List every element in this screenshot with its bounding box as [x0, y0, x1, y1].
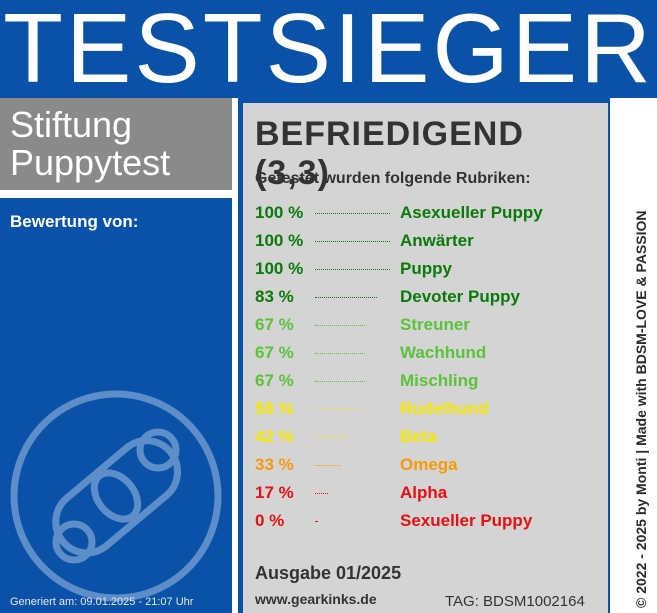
category-row: 100 % Puppy: [255, 255, 605, 283]
category-bar: [315, 297, 377, 298]
category-name: Wachhund: [400, 343, 487, 362]
brand-box: Stiftung Puppytest: [0, 98, 232, 190]
category-name: Sexueller Puppy: [400, 511, 533, 530]
category-percent: 17 %: [255, 483, 294, 502]
category-row: 17 % Alpha: [255, 479, 605, 507]
category-row: 42 % Beta: [255, 423, 605, 451]
category-percent: 100 %: [255, 231, 304, 250]
category-percent: 58 %: [255, 399, 294, 418]
category-row: 67 % Mischling: [255, 367, 605, 395]
brand-line-2: Puppytest: [10, 142, 171, 183]
category-percent: 100 %: [255, 259, 304, 278]
category-bar: [315, 269, 390, 270]
category-row: 0 % Sexueller Puppy: [255, 507, 605, 535]
rating-label: Bewertung von:: [10, 212, 139, 231]
category-row: 67 % Streuner: [255, 311, 605, 339]
category-percent: 67 %: [255, 315, 294, 334]
category-row: 83 % Devoter Puppy: [255, 283, 605, 311]
category-percent: 67 %: [255, 343, 294, 362]
tag-label: TAG: BDSM1002164: [445, 593, 585, 610]
result-title: BEFRIEDIGEND (3,3): [255, 115, 524, 192]
category-name: Asexueller Puppy: [400, 203, 543, 222]
category-bar: [315, 213, 390, 214]
issue-label: Ausgabe 01/2025: [255, 563, 402, 583]
category-name: Streuner: [400, 315, 470, 334]
category-row: 100 % Anwärter: [255, 227, 605, 255]
header-title: TESTSIEGER: [3, 0, 654, 103]
category-row: 100 % Asexueller Puppy: [255, 199, 605, 227]
side-strip: © 2022 - 2025 by Monti | Made with BDSM-…: [610, 98, 657, 613]
category-bar: [315, 493, 328, 494]
generated-date: Generiert am: 09.01.2025 - 21:07 Uhr: [10, 596, 194, 608]
category-bar: [315, 353, 365, 354]
subtitle: Getestet wurden folgende Rubriken:: [255, 170, 531, 187]
rating-panel: Bewertung von:: [0, 198, 232, 613]
category-percent: 42 %: [255, 427, 294, 446]
category-bar: [315, 521, 317, 522]
category-bar: [315, 325, 365, 326]
copyright-text: © 2022 - 2025 by Monti | Made with BDSM-…: [633, 210, 649, 609]
category-row: 67 % Wachhund: [255, 339, 605, 367]
category-bar: [315, 409, 359, 410]
category-percent: 33 %: [255, 455, 294, 474]
category-percent: 67 %: [255, 371, 294, 390]
category-name: Rudelhund: [400, 399, 489, 418]
result-panel: BEFRIEDIGEND (3,3) Getestet wurden folge…: [243, 103, 608, 613]
category-bar: [315, 437, 347, 438]
website-link[interactable]: www.gearkinks.de: [255, 591, 377, 607]
category-name: Alpha: [400, 483, 448, 502]
category-percent: 100 %: [255, 203, 304, 222]
category-list: 100 % Asexueller Puppy 100 % Anwärter 100 % P…: [255, 199, 605, 535]
category-bar: [315, 465, 340, 466]
brand-line-1: Stiftung: [10, 104, 133, 145]
pacifier-icon: [10, 390, 222, 602]
category-name: Devoter Puppy: [400, 287, 520, 306]
category-row: 58 % Rudelhund: [255, 395, 605, 423]
category-bar: [315, 381, 365, 382]
category-percent: 0 %: [255, 511, 285, 530]
left-column: Stiftung Puppytest Bewertung von:: [0, 98, 238, 613]
category-name: Mischling: [400, 371, 479, 390]
category-bar: [315, 241, 390, 242]
category-name: Puppy: [400, 259, 452, 278]
category-row: 33 % Omega: [255, 451, 605, 479]
header: TESTSIEGER: [0, 0, 657, 103]
category-name: Omega: [400, 455, 458, 474]
category-name: Anwärter: [400, 231, 474, 250]
category-name: Beta: [400, 427, 437, 446]
category-percent: 83 %: [255, 287, 294, 306]
